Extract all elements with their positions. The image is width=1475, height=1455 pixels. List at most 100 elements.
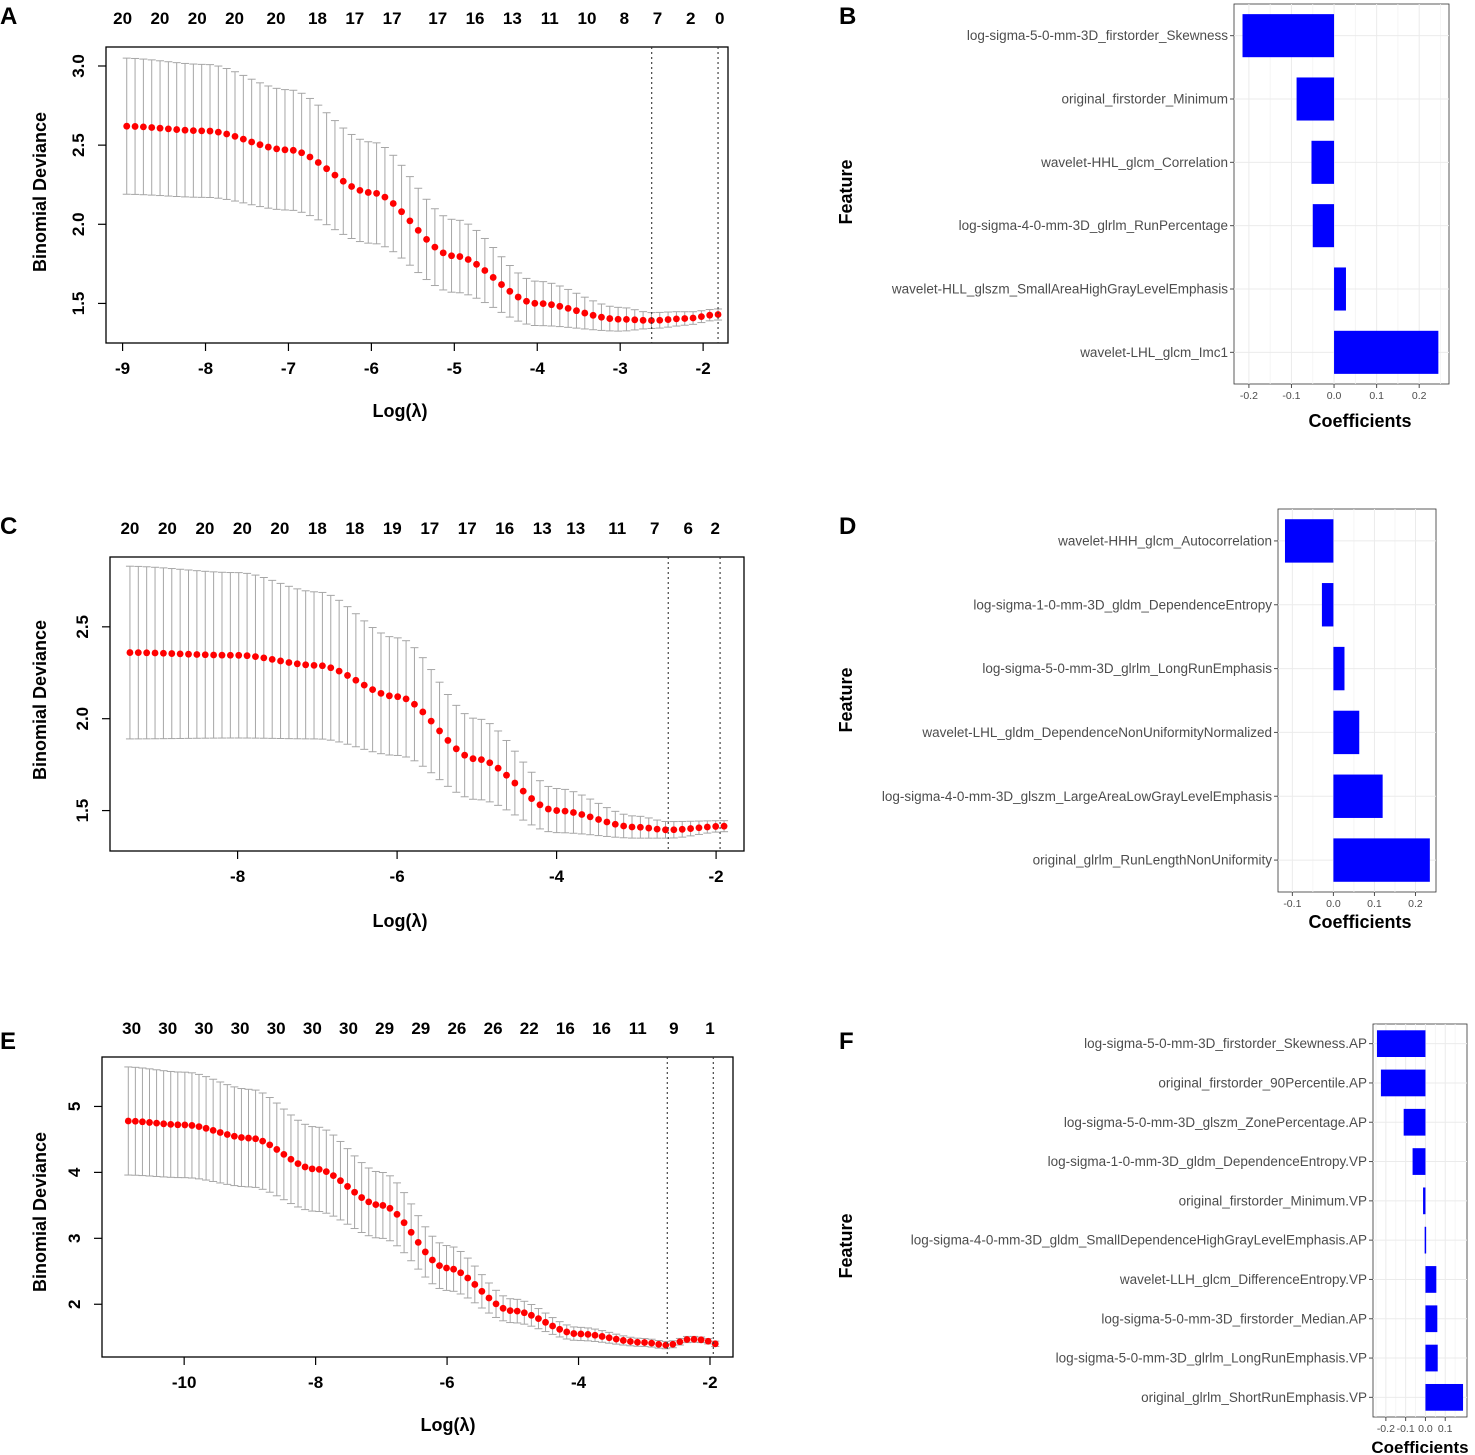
- data-point: [641, 1339, 648, 1346]
- coef-bar: [1425, 1344, 1438, 1372]
- data-point: [450, 1265, 457, 1273]
- y-tick-label: 3: [65, 1234, 84, 1243]
- data-point: [669, 1340, 677, 1348]
- data-point: [444, 737, 452, 744]
- top-count-label: 20: [158, 519, 177, 538]
- y-tick-label: 3.0: [69, 54, 88, 78]
- top-count-label: 18: [308, 9, 327, 28]
- data-point: [457, 1269, 465, 1277]
- coef-bar: [1425, 1305, 1438, 1333]
- data-point: [293, 660, 301, 668]
- data-point: [656, 316, 664, 324]
- data-point: [160, 1120, 168, 1128]
- data-point: [393, 1210, 401, 1218]
- data-point: [289, 146, 297, 154]
- data-point: [673, 315, 680, 323]
- data-point: [277, 657, 284, 665]
- data-point: [306, 153, 314, 161]
- top-count-label: 20: [225, 9, 244, 28]
- y-tick-label: 2.5: [69, 133, 88, 157]
- data-point: [563, 1328, 571, 1336]
- data-point: [348, 183, 355, 190]
- panel-d: D -0.1 0.0 0.1 0.2 wavelet-HHH_glcm_Autocorr…: [836, 508, 1437, 932]
- top-count-label: 16: [556, 1019, 575, 1038]
- top-count-label: 16: [495, 519, 514, 538]
- top-count-label: 17: [345, 9, 364, 28]
- plot-frame: [109, 556, 745, 852]
- top-count-label: 29: [375, 1019, 394, 1038]
- data-point: [351, 1188, 358, 1196]
- data-point: [344, 1183, 351, 1190]
- data-point: [570, 1330, 578, 1337]
- data-point: [697, 313, 705, 321]
- data-point: [407, 1228, 415, 1236]
- panel-a: A -9 -8 -7 -6 -5 -4 -3 -21.52.02.53.020 20 20 20 20…: [0, 3, 729, 421]
- top-count-label: 30: [158, 1019, 177, 1038]
- data-point: [528, 795, 535, 802]
- data-point: [578, 811, 586, 818]
- data-point: [329, 1172, 337, 1179]
- top-count-label: 0: [715, 9, 724, 28]
- data-point: [131, 123, 139, 130]
- data-point: [531, 299, 539, 307]
- plot-panel: [1277, 508, 1437, 893]
- x-tick-label: 0.2: [1408, 898, 1423, 910]
- data-point: [489, 274, 497, 281]
- top-count-label: 20: [120, 519, 139, 538]
- y-tick-label: 4: [65, 1167, 84, 1177]
- data-point: [379, 1202, 387, 1209]
- data-point: [188, 1122, 196, 1129]
- coef-bar: [1403, 1108, 1426, 1136]
- data-point: [308, 1165, 316, 1173]
- y-tick-label: 2.0: [69, 212, 88, 236]
- top-count-label: 30: [339, 1019, 358, 1038]
- data-point: [164, 125, 172, 133]
- top-count-label: 30: [122, 1019, 141, 1038]
- top-count-label: 16: [592, 1019, 611, 1038]
- data-point: [327, 664, 335, 672]
- top-count-label: 26: [447, 1019, 466, 1038]
- feature-label: log-sigma-4-0-mm-3D_glszm_LargeAreaLowGr…: [882, 789, 1272, 804]
- data-point: [662, 826, 669, 834]
- data-point: [193, 651, 201, 658]
- coef-bar: [1334, 330, 1439, 374]
- data-point: [619, 1337, 627, 1344]
- data-point: [386, 1204, 394, 1212]
- data-point: [714, 311, 722, 318]
- data-point: [181, 1121, 189, 1129]
- data-point: [210, 651, 218, 659]
- data-point: [655, 1340, 663, 1348]
- data-point: [564, 304, 572, 312]
- x-tick-label: 0.0: [1326, 898, 1341, 910]
- coef-bar: [1425, 1266, 1437, 1293]
- top-count-label: 16: [466, 9, 485, 28]
- data-point: [423, 236, 430, 243]
- coef-bar: [1424, 1226, 1427, 1254]
- data-point: [414, 1238, 422, 1246]
- panel-c-label: C: [0, 513, 17, 540]
- plot-panel: [1233, 3, 1450, 385]
- x-tick-label: -6: [390, 867, 405, 886]
- data-point: [494, 764, 502, 772]
- data-point: [337, 1177, 344, 1185]
- data-point: [394, 693, 402, 701]
- data-point: [469, 755, 477, 763]
- data-point: [287, 1155, 295, 1163]
- x-tick-label: -6: [364, 359, 379, 378]
- coef-bar: [1321, 583, 1334, 627]
- y-tick-label: 2.5: [73, 615, 92, 639]
- data-point: [344, 672, 351, 679]
- data-point: [605, 1334, 613, 1342]
- top-count-label: 20: [267, 9, 286, 28]
- feature-label: wavelet-HHH_glcm_Autocorrelation: [1057, 533, 1272, 548]
- x-tick-label: -8: [308, 1373, 323, 1392]
- data-point: [302, 661, 310, 669]
- y-axis-title: Binomial Deviance: [30, 1132, 50, 1292]
- data-point: [369, 686, 377, 694]
- top-count-label: 13: [533, 519, 552, 538]
- data-point: [681, 315, 689, 322]
- x-tick-label: -2: [696, 359, 711, 378]
- data-point: [223, 130, 231, 138]
- top-count-label: 18: [308, 519, 327, 538]
- feature-label: log-sigma-4-0-mm-3D_gldm_SmallDependence…: [911, 1233, 1367, 1248]
